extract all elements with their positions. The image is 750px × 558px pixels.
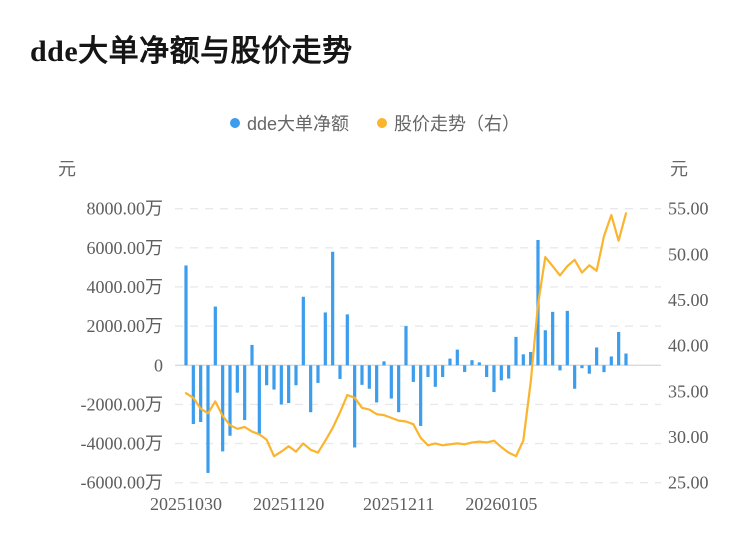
bar [272, 365, 276, 390]
bar [529, 351, 533, 366]
x-tick-label: 20251030 [150, 494, 222, 514]
bar [558, 365, 562, 371]
bar [624, 353, 628, 366]
bar [617, 332, 621, 366]
bar [551, 311, 555, 366]
bar [580, 365, 584, 369]
bar [360, 365, 364, 385]
bar [279, 365, 283, 405]
bar [331, 251, 335, 366]
left-tick-label: 6000.00万 [87, 238, 164, 258]
right-tick-label: 45.00 [668, 290, 709, 310]
bar [199, 365, 203, 423]
bar [470, 360, 474, 366]
bar [191, 365, 195, 424]
right-tick-label: 35.00 [668, 381, 709, 401]
bar [294, 365, 298, 386]
right-tick-label: 25.00 [668, 473, 709, 493]
bar [419, 365, 423, 426]
price-line [184, 212, 628, 458]
bar [338, 365, 342, 379]
bar [389, 365, 393, 399]
bar [609, 356, 613, 366]
left-tick-label: -6000.00万 [81, 473, 164, 493]
bar [441, 365, 445, 378]
bar [448, 358, 452, 366]
left-tick-label: 4000.00万 [87, 277, 164, 297]
bar [573, 365, 577, 389]
bar [492, 365, 496, 393]
x-tick-label: 20251211 [363, 494, 434, 514]
legend-label-price-trend: 股价走势（右） [394, 114, 521, 134]
bar [485, 365, 489, 378]
bar [301, 296, 305, 366]
right-tick-label: 40.00 [668, 336, 709, 356]
bar [426, 365, 430, 378]
bar [345, 314, 349, 366]
bar [257, 365, 261, 434]
bar [411, 365, 415, 382]
bar [514, 336, 518, 366]
x-tick-label: 20251120 [253, 494, 324, 514]
right-tick-label: 30.00 [668, 427, 709, 447]
bar [477, 362, 481, 366]
bar [221, 365, 225, 452]
bar [463, 365, 467, 372]
bar [235, 365, 239, 393]
bar [228, 365, 232, 436]
bar [243, 365, 247, 421]
bar [543, 330, 547, 366]
bar [206, 365, 210, 473]
bar [397, 365, 401, 413]
left-tick-label: -4000.00万 [81, 434, 164, 454]
legend-label-dde-net: dde大单净额 [246, 114, 350, 134]
bar [499, 365, 503, 381]
bar [595, 347, 599, 366]
legend-dot-blue-icon [229, 118, 240, 128]
bar [455, 349, 459, 366]
bar [367, 365, 371, 389]
bar [375, 365, 379, 403]
legend-dot-orange-icon [377, 118, 388, 128]
left-tick-label: 0 [154, 355, 163, 375]
bar [602, 365, 606, 373]
legend-item-dde-net[interactable]: dde大单净额 [229, 110, 350, 136]
bar [382, 361, 386, 366]
left-tick-label: 8000.00万 [87, 199, 164, 219]
left-tick-label: -2000.00万 [81, 394, 164, 414]
bar [184, 265, 188, 366]
bar [587, 365, 591, 374]
right-axis-unit: 元 [670, 159, 688, 179]
bar [213, 306, 217, 366]
right-tick-label: 55.00 [668, 199, 709, 219]
bar [353, 365, 357, 448]
bar [521, 354, 525, 366]
chart-title: dde大单净额与股价走势 [30, 35, 353, 68]
bar [316, 365, 320, 383]
bar [287, 365, 291, 404]
bar [265, 365, 269, 386]
bar [250, 344, 254, 366]
bar [507, 365, 511, 379]
bar [565, 310, 569, 366]
bar [309, 365, 313, 413]
left-axis-unit: 元 [58, 159, 76, 179]
legend-item-price-trend[interactable]: 股价走势（右） [377, 110, 520, 136]
right-tick-label: 50.00 [668, 244, 709, 264]
x-tick-label: 20260105 [465, 494, 537, 514]
bar [404, 326, 408, 366]
bar [323, 312, 327, 366]
bar [433, 365, 437, 387]
left-tick-label: 2000.00万 [87, 316, 164, 336]
legend: dde大单净额 股价走势（右） [0, 110, 750, 136]
